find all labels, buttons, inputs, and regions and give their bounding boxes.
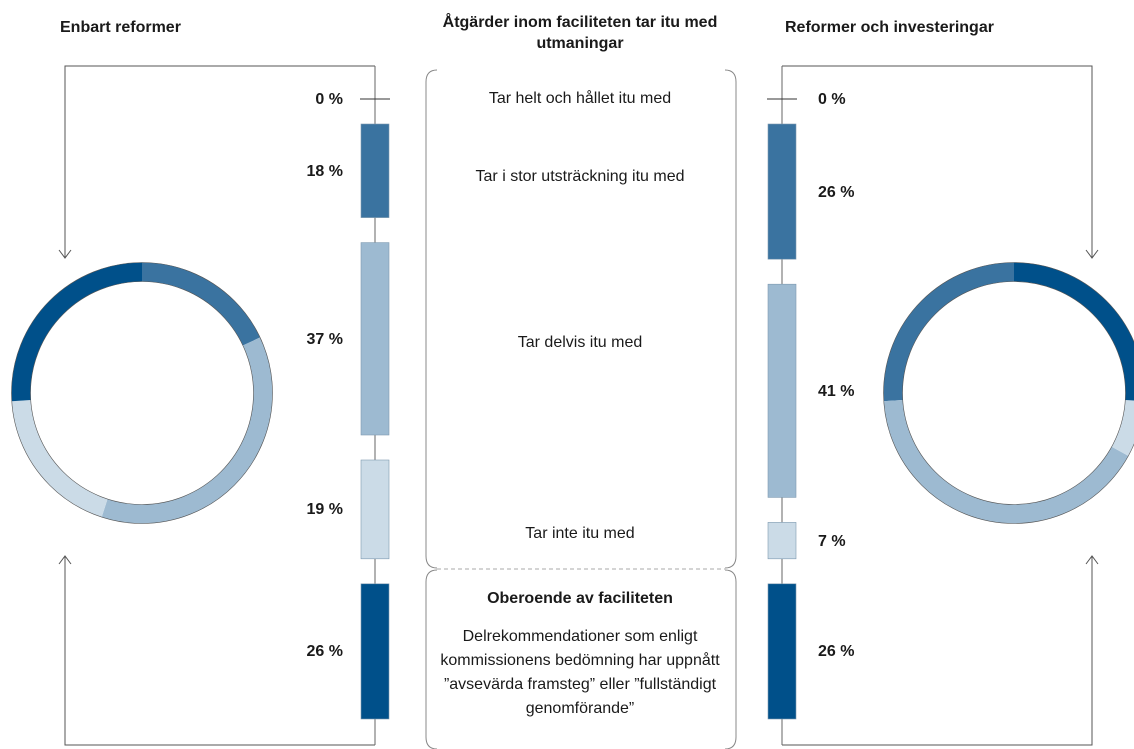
donut-outline <box>30 281 254 505</box>
donut-segment <box>141 262 261 346</box>
bracket <box>425 69 737 569</box>
donut-segment <box>1111 399 1134 456</box>
donut-outline <box>883 262 1134 524</box>
donut-segment <box>883 262 1015 402</box>
donut-segment <box>11 262 143 402</box>
value-label: 41 % <box>818 382 855 400</box>
category-label: Tar delvis itu med <box>517 334 643 351</box>
category-label: Tar helt och hållet itu med <box>488 90 672 107</box>
donut-segment <box>101 337 273 524</box>
donut-segment <box>883 399 1129 524</box>
bar <box>767 583 797 720</box>
bar <box>767 283 797 498</box>
bar <box>767 522 797 560</box>
donut-outline <box>11 262 273 524</box>
donut-segment <box>1013 262 1134 401</box>
arrow <box>782 555 1099 746</box>
bar <box>360 583 390 720</box>
value-label: 7 % <box>818 532 846 550</box>
category-label: Tar i stor utsträckning itu med <box>475 168 685 185</box>
value-label: 19 % <box>306 501 343 519</box>
bar <box>360 242 390 436</box>
bar <box>360 123 390 218</box>
value-label: 37 % <box>306 330 343 348</box>
right-title: Reformer och investeringar <box>785 19 994 36</box>
bar <box>360 459 390 560</box>
donut-segment <box>11 399 108 518</box>
bracket <box>425 569 737 749</box>
value-label: 26 % <box>818 643 855 661</box>
arrow <box>782 65 1099 259</box>
category-label: Tar inte itu med <box>525 525 635 542</box>
value-label: 26 % <box>818 183 855 201</box>
arrow <box>58 555 375 746</box>
left-title: Enbart reformer <box>60 19 181 36</box>
arrow <box>58 65 375 259</box>
value-label: 0 % <box>315 91 343 108</box>
independent-title: Oberoende av faciliteten <box>487 590 673 607</box>
independent-note: Delrekommendationer som enligt kommissio… <box>440 628 720 717</box>
center-title: Åtgärder inom faciliteten tar itu med ut… <box>442 14 718 52</box>
value-label: 26 % <box>306 643 343 661</box>
donut-outline <box>902 281 1126 505</box>
value-label: 0 % <box>818 91 846 108</box>
value-label: 18 % <box>306 162 343 180</box>
bar <box>767 123 797 260</box>
